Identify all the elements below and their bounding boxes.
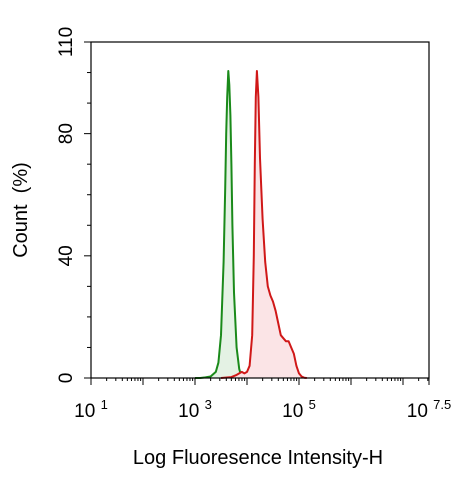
- series-1-fill: [195, 71, 242, 378]
- x-tick-label: 10 5: [282, 397, 316, 422]
- x-axis-title: Log Fluoresence Intensity-H: [133, 447, 383, 469]
- plot-area: 0 40 80 110 10 1 10 3 10 5 10 7.5: [56, 27, 451, 422]
- x-tick-label: 10 1: [74, 397, 108, 422]
- y-tick-label: 40: [56, 245, 77, 266]
- x-tick-label: 10 3: [178, 397, 212, 422]
- y-axis-title: Count (%): [10, 162, 32, 258]
- x-axis: 10 1 10 3 10 5 10 7.5: [74, 378, 451, 422]
- series-layer: [195, 71, 307, 378]
- y-tick-label: 110: [56, 27, 77, 57]
- y-tick-label: 80: [56, 123, 77, 144]
- y-axis: 0 40 80 110: [56, 27, 91, 383]
- y-tick-label: 0: [56, 373, 77, 384]
- x-tick-label: 10 7.5: [407, 397, 452, 422]
